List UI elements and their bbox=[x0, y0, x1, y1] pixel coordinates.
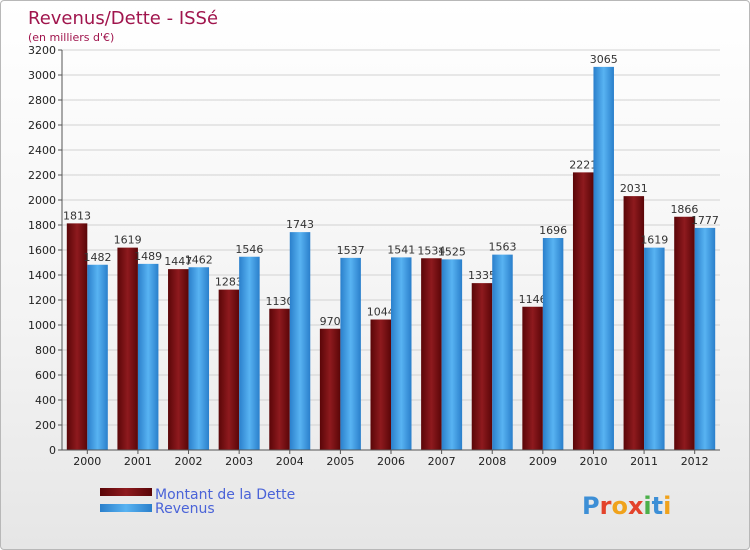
bar-revenus-2001 bbox=[137, 263, 159, 450]
y-tick-label: 2000 bbox=[28, 194, 56, 207]
bar-dette-2003 bbox=[218, 289, 240, 450]
bar-revenus-2010 bbox=[593, 66, 614, 450]
bar-dette-2005 bbox=[319, 328, 341, 450]
y-tick-label: 1600 bbox=[28, 244, 56, 257]
bar-dette-2007 bbox=[421, 258, 442, 450]
x-tick-label: 2009 bbox=[529, 455, 557, 468]
data-label: 1447 bbox=[164, 255, 192, 268]
axes: 0 200 400 600 800 1000 1200 1400 1600 1800 2000 220… bbox=[28, 44, 720, 468]
data-label: 1546 bbox=[235, 243, 263, 256]
chart-subtitle: (en milliers d'€) bbox=[28, 31, 114, 44]
x-tick-label: 2007 bbox=[428, 455, 456, 468]
data-label: 1696 bbox=[539, 224, 567, 237]
legend-label-revenus: Revenus bbox=[155, 501, 215, 517]
bar-revenus-2006 bbox=[391, 257, 412, 450]
x-tick-label: 2002 bbox=[175, 455, 203, 468]
data-label: 2221 bbox=[569, 158, 597, 171]
logo-text: Proxiti bbox=[582, 492, 671, 520]
data-label: 1534 bbox=[417, 244, 445, 257]
legend: Montant de la Dette Revenus bbox=[100, 487, 295, 517]
y-tick-label: 2600 bbox=[28, 119, 56, 132]
data-label: 1462 bbox=[185, 253, 213, 266]
bar-dette-2010 bbox=[572, 172, 594, 450]
data-label: 1777 bbox=[691, 214, 719, 227]
x-tick-label: 2005 bbox=[326, 455, 354, 468]
bar-dette-2006 bbox=[370, 319, 391, 450]
bar-revenus-2003 bbox=[239, 256, 260, 450]
y-tick-label: 1000 bbox=[28, 319, 56, 332]
chart-title: Revenus/Dette - ISSé bbox=[28, 8, 218, 29]
data-label: 1619 bbox=[640, 234, 668, 247]
bar-revenus-2009 bbox=[542, 238, 564, 450]
data-label: 1146 bbox=[519, 293, 547, 306]
x-tick-label: 2006 bbox=[377, 455, 405, 468]
bar-revenus-2012 bbox=[694, 227, 716, 450]
bar-revenus-2004 bbox=[289, 232, 311, 450]
bar-dette-2002 bbox=[168, 269, 189, 450]
x-tick-label: 2004 bbox=[276, 455, 304, 468]
data-label: 1525 bbox=[438, 245, 466, 258]
y-tick-label: 3200 bbox=[28, 44, 56, 57]
bar-dette-2004 bbox=[269, 308, 290, 450]
data-label: 1130 bbox=[266, 295, 294, 308]
data-label: 1619 bbox=[114, 234, 142, 247]
data-label: 1743 bbox=[286, 218, 314, 231]
bar-revenus-2002 bbox=[188, 267, 210, 450]
x-tick-label: 2008 bbox=[478, 455, 506, 468]
data-label: 1563 bbox=[488, 241, 516, 254]
data-label: 1283 bbox=[215, 276, 243, 289]
data-label: 1489 bbox=[134, 250, 162, 263]
x-tick-label: 2011 bbox=[630, 455, 658, 468]
bar-dette-2000 bbox=[66, 223, 88, 450]
x-tick-label: 2012 bbox=[681, 455, 709, 468]
x-tick-label: 2003 bbox=[225, 455, 253, 468]
x-tick-label: 2010 bbox=[579, 455, 607, 468]
legend-swatch-dette bbox=[100, 488, 152, 496]
legend-label-dette: Montant de la Dette bbox=[155, 487, 295, 503]
y-tick-label: 1200 bbox=[28, 294, 56, 307]
bar-revenus-2000 bbox=[87, 264, 108, 450]
data-label: 3065 bbox=[590, 53, 618, 66]
data-label: 1541 bbox=[387, 243, 415, 256]
data-label: 970 bbox=[320, 315, 341, 328]
data-label: 1044 bbox=[367, 306, 395, 319]
bar-dette-2009 bbox=[522, 306, 543, 450]
bar-dette-2008 bbox=[471, 283, 493, 450]
y-tick-label: 2400 bbox=[28, 144, 56, 157]
y-tick-label: 800 bbox=[35, 344, 56, 357]
y-tick-label: 200 bbox=[35, 419, 56, 432]
data-label: 1335 bbox=[468, 269, 496, 282]
y-tick-label: 400 bbox=[35, 394, 56, 407]
y-tick-label: 3000 bbox=[28, 69, 56, 82]
data-label: 1813 bbox=[63, 209, 91, 222]
x-tick-label: 2000 bbox=[73, 455, 101, 468]
x-tick-label: 2001 bbox=[124, 455, 152, 468]
y-tick-label: 2200 bbox=[28, 169, 56, 182]
data-label: 1866 bbox=[670, 203, 698, 216]
y-tick-label: 2800 bbox=[28, 94, 56, 107]
bar-revenus-2005 bbox=[340, 257, 361, 450]
data-label: 2031 bbox=[620, 182, 648, 195]
bar-dette-2001 bbox=[117, 247, 138, 450]
bar-revenus-2011 bbox=[644, 247, 665, 450]
y-tick-label: 600 bbox=[35, 369, 56, 382]
y-tick-label: 1800 bbox=[28, 219, 56, 232]
bar-dette-2012 bbox=[674, 216, 695, 450]
data-label: 1482 bbox=[84, 251, 112, 264]
bar-revenus-2008 bbox=[492, 254, 513, 450]
y-tick-label: 1400 bbox=[28, 269, 56, 282]
legend-swatch-revenus bbox=[100, 504, 152, 512]
proxiti-logo: Proxiti bbox=[582, 492, 671, 520]
y-tick-label: 0 bbox=[49, 444, 56, 457]
bar-revenus-2007 bbox=[441, 259, 463, 450]
bar-dette-2011 bbox=[623, 196, 645, 450]
data-label: 1537 bbox=[337, 244, 365, 257]
